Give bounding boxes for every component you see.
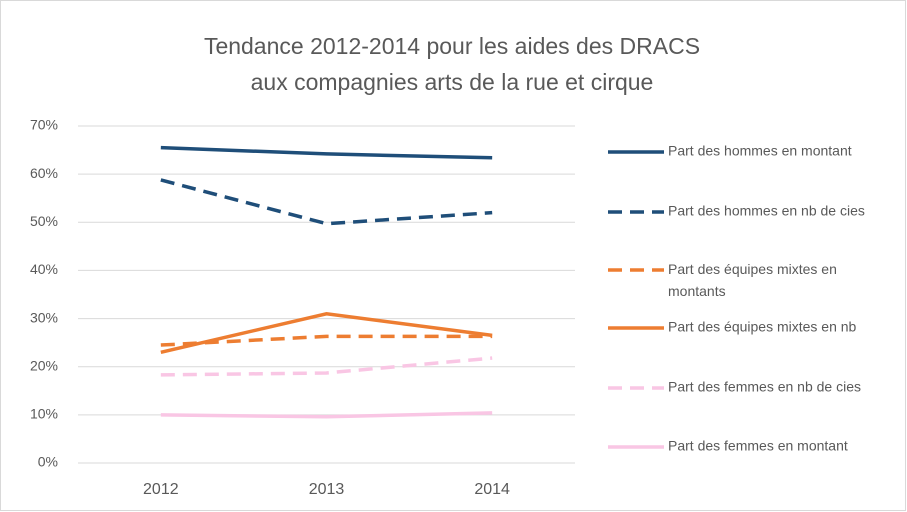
y-tick-label: 20% <box>30 357 58 373</box>
x-tick-label: 2012 <box>143 481 179 498</box>
legend-label: Part des hommes en montant <box>668 143 852 159</box>
series-line <box>160 411 493 419</box>
series-line <box>160 334 493 347</box>
y-tick-label: 70% <box>30 117 58 133</box>
y-tick-label: 10% <box>30 406 58 422</box>
series-line <box>160 145 493 160</box>
legend-label: Part des femmes en nb de cies <box>668 379 861 395</box>
x-tick-label: 2013 <box>309 481 345 498</box>
series-line <box>160 356 493 377</box>
y-tick-label: 40% <box>30 261 58 277</box>
y-tick-label: 50% <box>30 213 58 229</box>
legend-label: Part des équipes mixtes en nb <box>668 319 857 335</box>
y-tick-label: 0% <box>38 454 58 470</box>
series-line <box>160 311 493 354</box>
series-line <box>160 178 493 226</box>
y-tick-label: 30% <box>30 309 58 325</box>
legend-label: Part des femmes en montant <box>668 438 848 454</box>
chart-title: Tendance 2012-2014 pour les aides des DR… <box>204 33 700 59</box>
chart-title: aux compagnies arts de la rue et cirque <box>251 69 654 95</box>
x-tick-label: 2014 <box>474 481 510 498</box>
y-tick-label: 60% <box>30 165 58 181</box>
legend-label: Part des hommes en nb de cies <box>668 203 865 219</box>
legend-label: Part des équipes mixtes en montants <box>668 261 837 299</box>
